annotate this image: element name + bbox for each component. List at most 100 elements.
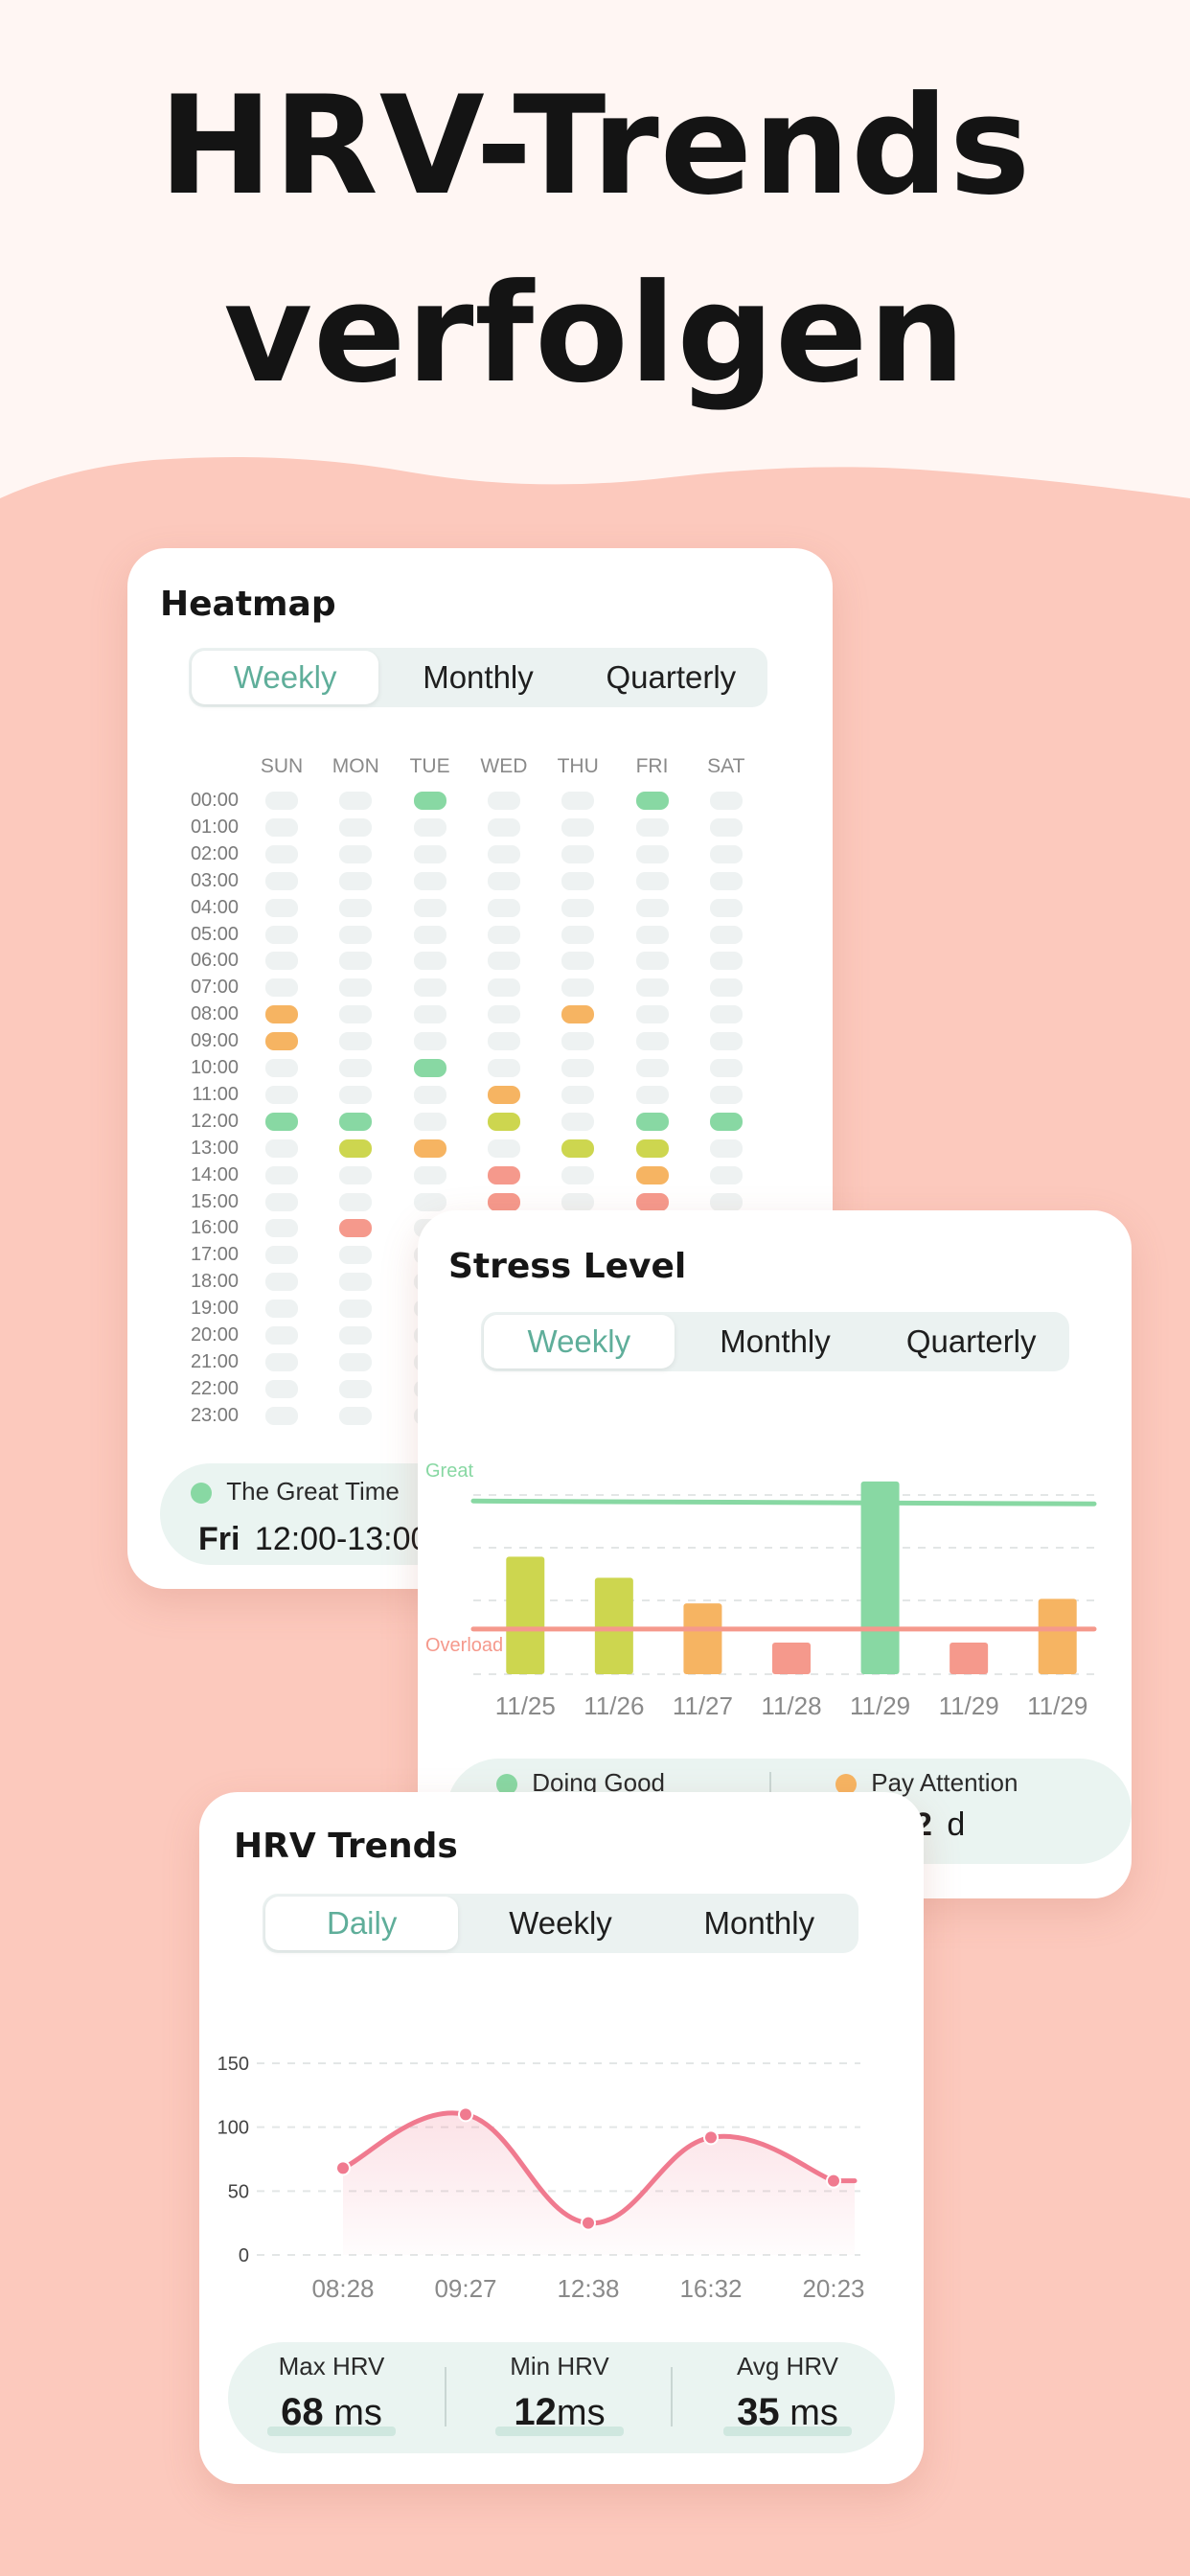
heatmap-tab-monthly[interactable]: Monthly	[423, 659, 534, 695]
heatmap-cell	[339, 1085, 373, 1104]
heatmap-time-label: 01:00	[190, 816, 239, 838]
stress-x-tick-label: 11/28	[761, 1691, 821, 1720]
heatmap-cell	[339, 844, 373, 863]
heatmap-cell	[709, 1165, 743, 1184]
min-hrv-unit: ms	[556, 2393, 606, 2433]
heatmap-cell	[561, 817, 595, 837]
heatmap-cell	[709, 1192, 743, 1211]
heatmap-cell	[709, 1112, 743, 1131]
hrv-y-tick-label: 150	[217, 2054, 249, 2075]
hrv-line-chart: 0 50 100 150 08:28 09:27 12:38 16:32 20:23	[217, 2054, 865, 2303]
heatmap-cell	[339, 1406, 373, 1425]
heatmap-cell	[413, 1032, 446, 1051]
hrv-area-fill	[343, 2112, 855, 2255]
heatmap-cell	[413, 1085, 446, 1104]
heatmap-tab-weekly[interactable]: Weekly	[192, 651, 379, 704]
heatmap-cell	[709, 792, 743, 810]
heatmap-cell	[413, 792, 446, 810]
heatmap-time-label: 21:00	[190, 1350, 239, 1372]
great-threshold-line	[470, 1498, 1097, 1506]
hrv-x-tick-label: 09:27	[434, 2274, 496, 2303]
max-hrv-underline	[267, 2426, 396, 2436]
heatmap-cell	[265, 844, 298, 863]
heatmap-cell	[561, 792, 595, 810]
max-hrv-value: 68	[281, 2391, 324, 2433]
heatmap-time-label: 14:00	[190, 1163, 239, 1185]
avg-hrv-unit: ms	[790, 2393, 838, 2433]
heatmap-cell	[561, 1005, 595, 1024]
hrv-tab-monthly[interactable]: Monthly	[703, 1905, 815, 1941]
stress-tab-monthly[interactable]: Monthly	[720, 1323, 831, 1359]
heatmap-cell	[487, 1085, 520, 1104]
heatmap-cell	[339, 817, 373, 837]
heatmap-cell	[413, 925, 446, 944]
heatmap-cell	[413, 978, 446, 998]
heatmap-title: Heatmap	[160, 585, 336, 624]
heatmap-cell	[709, 1059, 743, 1077]
heatmap-cell	[339, 1165, 373, 1184]
heatmap-cell	[487, 898, 520, 917]
heatmap-cell	[265, 1165, 298, 1184]
heatmap-cell	[487, 925, 520, 944]
avg-hrv-label: Avg HRV	[737, 2352, 838, 2380]
heatmap-cell	[339, 925, 373, 944]
stress-bar[interactable]	[772, 1643, 811, 1674]
heatmap-cell	[709, 1005, 743, 1024]
heatmap-cell	[709, 844, 743, 863]
hrv-x-tick-label: 08:28	[311, 2274, 374, 2303]
heatmap-cell	[635, 978, 669, 998]
great-time-dot	[191, 1483, 212, 1505]
heatmap-cell	[487, 1138, 520, 1158]
hrv-y-tick-label: 100	[217, 2118, 249, 2139]
avg-hrv-underline	[723, 2426, 852, 2436]
avg-hrv-stat: Avg HRV 35 ms	[692, 2352, 883, 2436]
great-time-day: Fri	[198, 1521, 240, 1557]
heatmap-cell	[487, 1059, 520, 1077]
stress-bar[interactable]	[506, 1556, 545, 1674]
hrv-trends-card: HRV Trends Daily Weekly Monthly 0 50 100 15…	[199, 1792, 924, 2484]
heatmap-time-label: 08:00	[190, 1003, 239, 1025]
great-time-label: The Great Time	[226, 1477, 400, 1506]
hrv-data-point[interactable]	[458, 2106, 473, 2123]
heatmap-cell	[413, 898, 446, 917]
stress-bar[interactable]	[683, 1603, 722, 1674]
heatmap-cell	[635, 817, 669, 837]
heatmap-cell	[487, 844, 520, 863]
heatmap-tab-quarterly[interactable]: Quarterly	[606, 659, 737, 695]
hrv-y-tick-label: 50	[228, 2181, 249, 2202]
hrv-data-point[interactable]	[335, 2160, 351, 2176]
heatmap-cell	[561, 1138, 595, 1158]
heatmap-day-wed: WED	[480, 755, 528, 777]
max-hrv-stat: Max HRV 68 ms	[236, 2352, 427, 2436]
heatmap-cell	[339, 1273, 373, 1292]
heatmap-day-mon: MON	[332, 755, 379, 777]
heatmap-cell	[487, 1005, 520, 1024]
heatmap-time-label: 03:00	[190, 869, 239, 891]
hrv-data-point[interactable]	[581, 2215, 596, 2231]
stress-tab-weekly[interactable]: Weekly	[484, 1315, 675, 1368]
heatmap-day-thu: THU	[557, 755, 599, 777]
hrv-tab-daily[interactable]: Daily	[265, 1897, 459, 1950]
heatmap-time-label: 02:00	[190, 842, 239, 864]
hrv-data-point[interactable]	[703, 2129, 719, 2146]
max-hrv-label: Max HRV	[278, 2352, 385, 2380]
stress-tab-quarterly[interactable]: Quarterly	[905, 1323, 1037, 1359]
heatmap-cell	[265, 1219, 298, 1238]
heatmap-time-label: 06:00	[190, 950, 239, 972]
heatmap-cell	[487, 871, 520, 890]
hrv-x-tick-label: 20:23	[802, 2274, 864, 2303]
heatmap-cell	[413, 1165, 446, 1184]
stress-bar[interactable]	[860, 1481, 900, 1674]
heatmap-time-label: 00:00	[190, 790, 239, 811]
stress-bar[interactable]	[1038, 1598, 1077, 1674]
hrv-tab-weekly[interactable]: Weekly	[509, 1905, 612, 1941]
heatmap-cell	[709, 952, 743, 971]
stress-bar[interactable]	[950, 1643, 989, 1674]
pay-attention-label: Pay Attention	[871, 1768, 1018, 1797]
stress-summary-unit: d	[947, 1806, 966, 1843]
stress-bar[interactable]	[594, 1577, 633, 1674]
hrv-data-point[interactable]	[826, 2173, 841, 2189]
heatmap-cell	[339, 1300, 373, 1319]
heatmap-time-label: 20:00	[190, 1324, 239, 1346]
heatmap-cell	[709, 1085, 743, 1104]
